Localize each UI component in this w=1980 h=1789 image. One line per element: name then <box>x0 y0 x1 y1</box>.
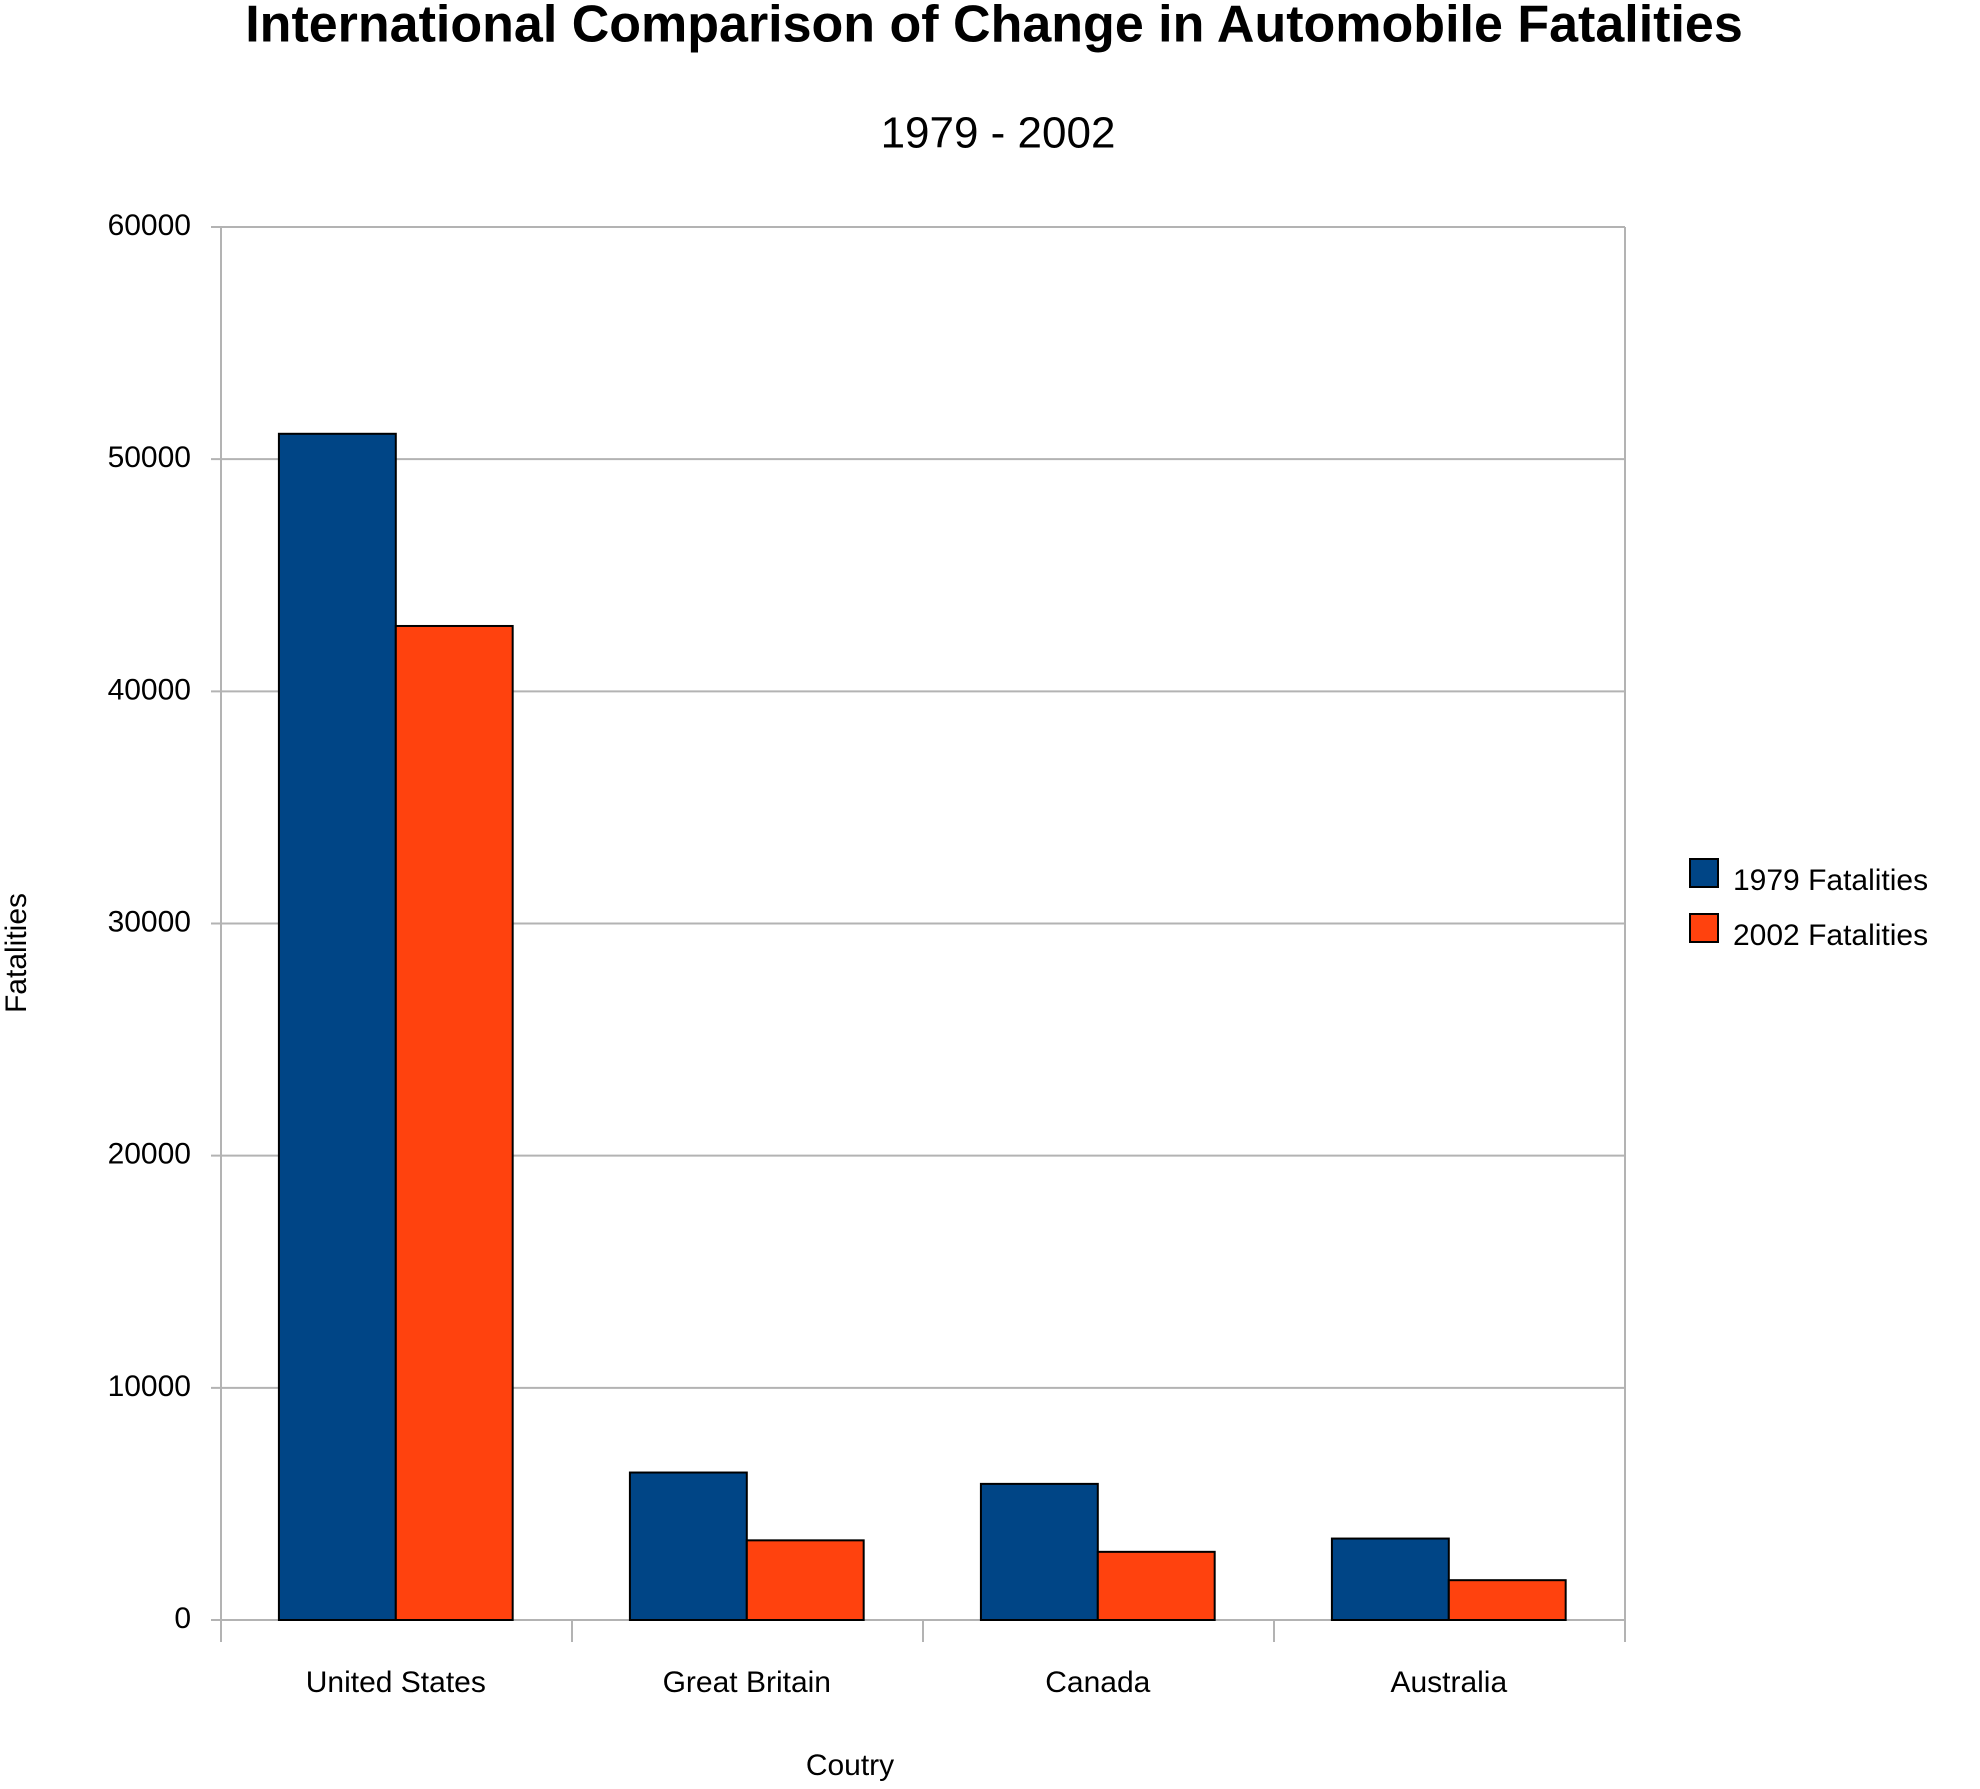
bar <box>394 624 514 1621</box>
y-tick-label: 20000 <box>108 1138 191 1171</box>
y-axis-label: Fatalities <box>0 893 33 1013</box>
bar <box>277 432 397 1621</box>
legend-label: 2002 Fatalities <box>1733 919 1928 952</box>
legend-swatch <box>1689 858 1719 888</box>
x-axis-label: Coutry <box>806 1749 894 1782</box>
y-tick-label: 30000 <box>108 905 191 938</box>
chart-title: International Comparison of Change in Au… <box>245 0 1743 54</box>
y-tick-label: 40000 <box>108 673 191 706</box>
chart-subtitle: 1979 - 2002 <box>881 109 1116 158</box>
bar <box>1447 1579 1567 1622</box>
bar <box>745 1539 865 1622</box>
y-tick-label: 10000 <box>108 1370 191 1403</box>
y-tick-label: 50000 <box>108 441 191 474</box>
x-tick-label: Canada <box>1045 1666 1150 1699</box>
x-tick-label: United States <box>306 1666 486 1699</box>
x-tick-label: Great Britain <box>663 1666 831 1699</box>
bar <box>979 1482 1099 1622</box>
x-tick-label: Australia <box>1390 1666 1507 1699</box>
bar <box>1096 1550 1216 1621</box>
legend-swatch <box>1689 913 1719 943</box>
y-tick-label: 60000 <box>108 209 191 242</box>
legend-label: 1979 Fatalities <box>1733 864 1928 897</box>
bar <box>1330 1537 1450 1621</box>
y-tick-label: 0 <box>174 1602 191 1635</box>
bar <box>628 1471 748 1621</box>
